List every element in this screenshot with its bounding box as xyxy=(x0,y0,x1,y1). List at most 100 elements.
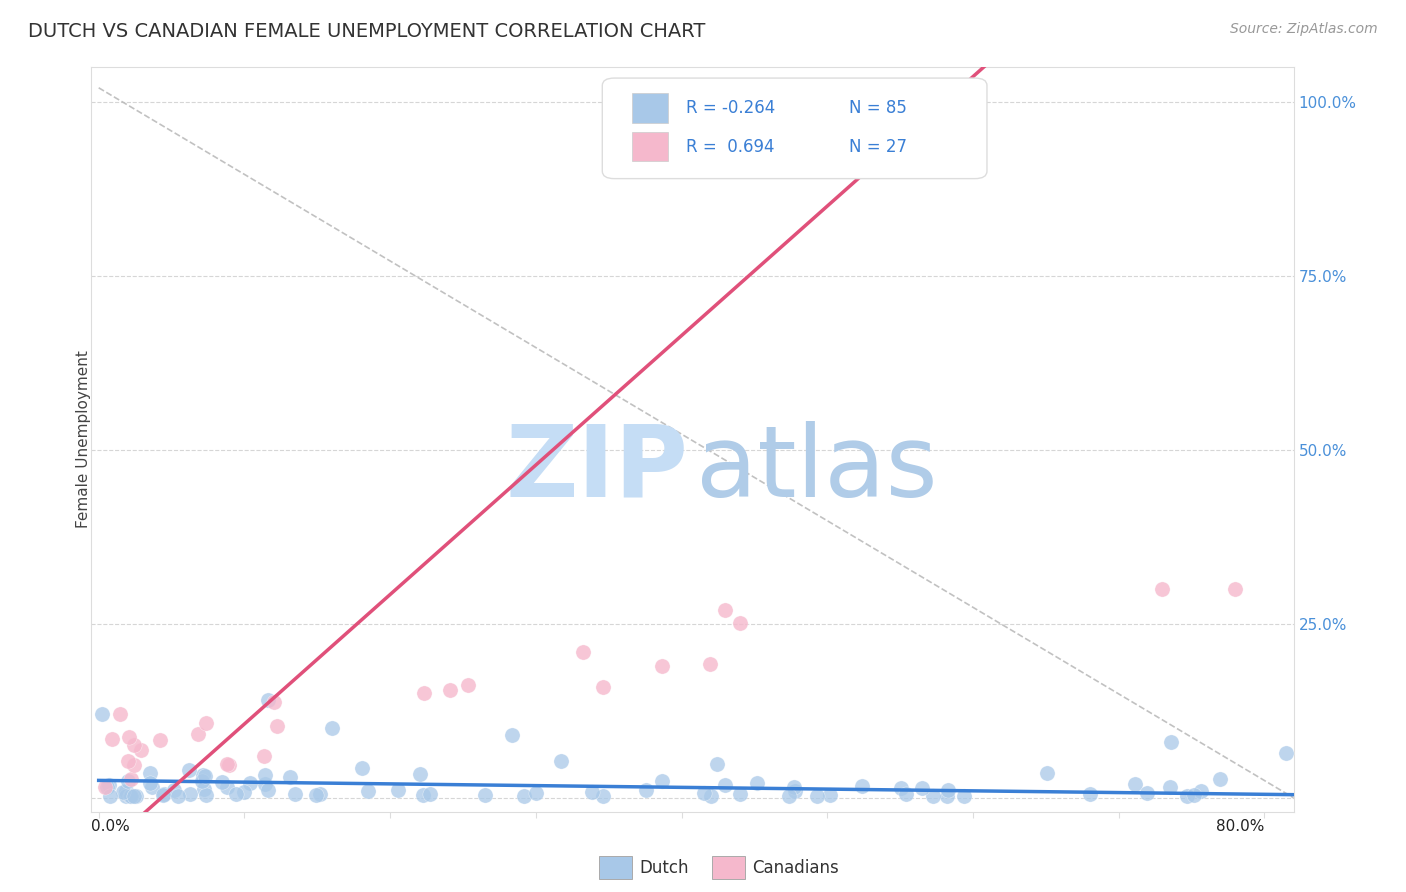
Point xyxy=(357,783,380,797)
Point xyxy=(194,715,217,730)
Point xyxy=(321,721,343,735)
Point xyxy=(894,788,917,802)
Point xyxy=(256,782,278,797)
Point xyxy=(728,615,751,630)
Point xyxy=(851,779,873,793)
Point xyxy=(890,780,912,795)
Point xyxy=(911,781,934,796)
Point xyxy=(581,785,603,799)
Point xyxy=(439,682,461,697)
Point xyxy=(783,784,806,798)
Text: Source: ZipAtlas.com: Source: ZipAtlas.com xyxy=(1230,22,1378,37)
Text: DUTCH VS CANADIAN FEMALE UNEMPLOYMENT CORRELATION CHART: DUTCH VS CANADIAN FEMALE UNEMPLOYMENT CO… xyxy=(28,22,706,41)
Point xyxy=(117,773,139,788)
Point xyxy=(139,776,162,790)
Point xyxy=(728,787,751,801)
Point xyxy=(239,776,262,790)
Point xyxy=(98,789,121,803)
Point xyxy=(1225,582,1247,596)
Point xyxy=(1036,765,1059,780)
Point xyxy=(263,695,285,709)
Point xyxy=(820,788,842,802)
Point xyxy=(1159,780,1181,795)
Point xyxy=(700,789,723,804)
Text: Dutch: Dutch xyxy=(640,859,689,877)
Point xyxy=(122,789,145,803)
Bar xyxy=(633,132,668,161)
Point xyxy=(305,788,328,802)
Point xyxy=(457,678,479,692)
Point xyxy=(129,743,152,757)
Point xyxy=(699,657,721,671)
Bar xyxy=(711,856,745,879)
Point xyxy=(783,780,806,795)
Point xyxy=(526,787,548,801)
Point xyxy=(257,693,280,707)
Point xyxy=(778,789,800,804)
Point xyxy=(233,785,256,799)
Point xyxy=(177,763,200,777)
Point xyxy=(163,783,186,797)
Point xyxy=(1160,735,1182,749)
Point xyxy=(96,780,118,795)
Point xyxy=(97,778,120,792)
Point xyxy=(215,756,238,771)
Point xyxy=(714,778,737,792)
Y-axis label: Female Unemployment: Female Unemployment xyxy=(76,351,90,528)
Text: N = 27: N = 27 xyxy=(849,137,907,155)
Point xyxy=(409,767,432,781)
Point xyxy=(1275,747,1298,761)
Point xyxy=(153,787,176,801)
Point xyxy=(149,732,172,747)
Text: 0.0%: 0.0% xyxy=(91,819,131,834)
Point xyxy=(266,718,288,732)
Text: N = 85: N = 85 xyxy=(849,99,907,117)
Point xyxy=(194,769,217,783)
Point xyxy=(651,773,673,788)
Point xyxy=(118,731,141,745)
Point xyxy=(225,787,247,801)
Point xyxy=(714,603,737,617)
Point xyxy=(706,756,728,771)
Point xyxy=(1175,789,1198,804)
FancyBboxPatch shape xyxy=(602,78,987,178)
Point xyxy=(1189,783,1212,797)
Point xyxy=(1209,772,1232,786)
Point xyxy=(278,770,301,784)
Point xyxy=(152,788,174,802)
Point xyxy=(953,789,976,804)
Point xyxy=(1080,787,1102,801)
Point xyxy=(1152,582,1174,596)
Point xyxy=(501,728,523,742)
Point xyxy=(117,754,139,768)
Point xyxy=(253,777,276,791)
Point xyxy=(935,789,957,804)
Point xyxy=(120,789,142,804)
Point xyxy=(921,789,943,803)
Point xyxy=(179,787,201,801)
Point xyxy=(284,787,307,801)
Point xyxy=(194,788,217,802)
Point xyxy=(352,761,374,775)
Point xyxy=(91,707,114,722)
Point xyxy=(94,780,117,795)
Point xyxy=(100,732,122,747)
Bar xyxy=(633,93,668,123)
Point xyxy=(193,782,215,797)
Point xyxy=(218,758,240,772)
Point xyxy=(413,686,436,700)
Text: R =  0.694: R = 0.694 xyxy=(686,137,775,155)
Point xyxy=(651,658,673,673)
Point xyxy=(571,645,593,659)
Point xyxy=(693,786,716,800)
Point xyxy=(747,776,769,790)
Bar xyxy=(599,856,633,879)
Point xyxy=(419,787,441,801)
Point xyxy=(1125,777,1147,791)
Point xyxy=(592,680,614,694)
Point xyxy=(124,758,146,772)
Point xyxy=(636,783,658,797)
Point xyxy=(191,773,214,788)
Point xyxy=(211,775,233,789)
Point xyxy=(1182,788,1205,802)
